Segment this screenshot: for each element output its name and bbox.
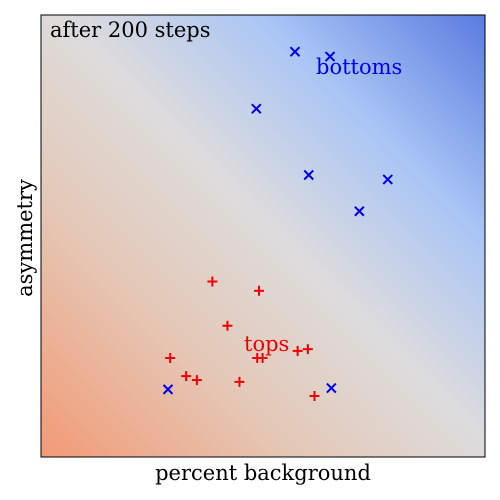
point-tops-5 <box>292 345 303 356</box>
series-label-tops: tops <box>244 332 289 356</box>
point-bottoms-1 <box>324 51 336 62</box>
plot-frame <box>40 14 486 458</box>
point-tops-11 <box>309 391 320 402</box>
point-bottoms-5 <box>354 206 365 217</box>
x-axis-label: percent background <box>155 461 371 485</box>
point-tops-8 <box>181 371 192 382</box>
point-bottoms-0 <box>289 46 301 57</box>
point-bottoms-2 <box>251 103 262 114</box>
y-axis-label: asymmetry <box>13 179 37 297</box>
point-tops-10 <box>234 376 245 387</box>
point-bottoms-6 <box>162 384 174 395</box>
point-tops-2 <box>222 320 233 331</box>
point-tops-6 <box>302 344 313 355</box>
plot-background <box>41 15 485 457</box>
point-bottoms-4 <box>382 174 393 185</box>
annotation-after-steps: after 200 steps <box>50 18 211 42</box>
point-bottoms-7 <box>326 382 337 394</box>
point-bottoms-3 <box>303 169 314 181</box>
series-label-bottoms: bottoms <box>316 55 402 79</box>
point-tops-7 <box>165 352 176 363</box>
point-tops-0 <box>207 276 218 287</box>
marks-layer <box>162 46 393 402</box>
point-tops-4 <box>257 352 268 363</box>
point-tops-1 <box>254 285 265 296</box>
point-tops-9 <box>191 375 202 386</box>
